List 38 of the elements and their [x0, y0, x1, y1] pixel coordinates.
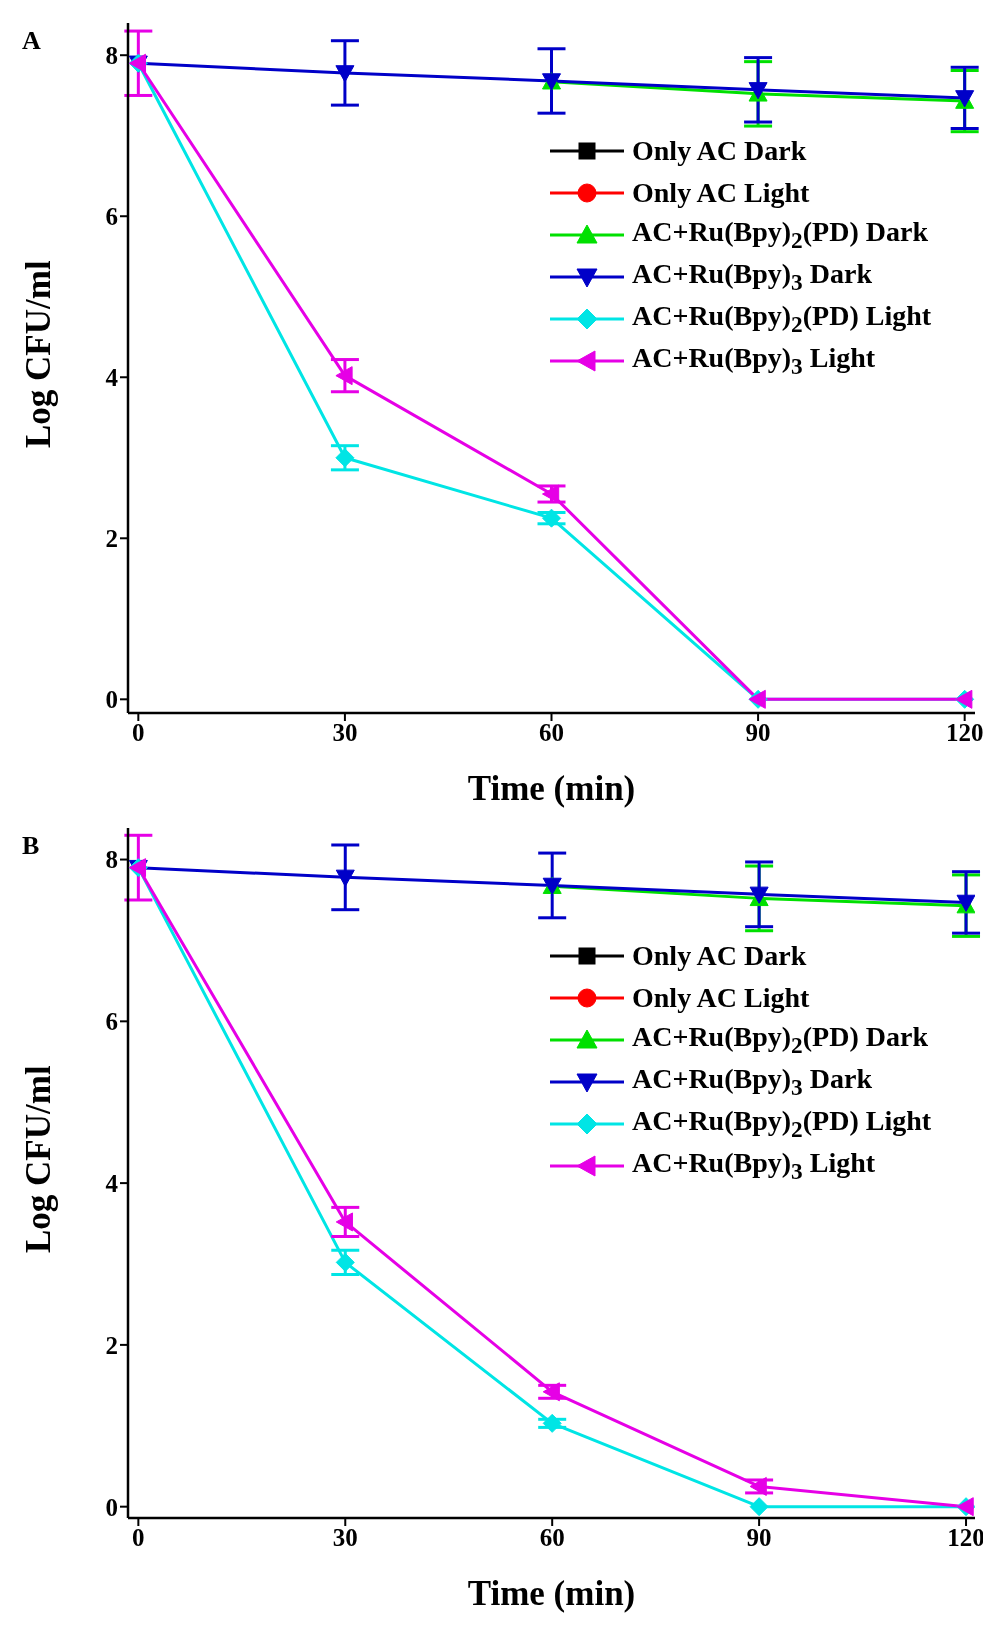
legend-label: AC+Ru(Bpy)$_{3}$ Light — [632, 1147, 876, 1185]
text: B — [22, 831, 40, 861]
y-tick-label: 2 — [105, 525, 118, 553]
legend-label: Only AC Light — [632, 982, 810, 1014]
x-axis-title: Time (min) — [467, 1574, 636, 1613]
y-tick-label: 0 — [105, 686, 118, 714]
y-tick-label: 6 — [105, 1008, 118, 1036]
y-axis-title: Log CFU/ml — [19, 1065, 59, 1253]
x-tick-label: 120 — [947, 1523, 985, 1551]
x-tick-label: 60 — [539, 718, 564, 746]
legend-label: AC+Ru(Bpy)$_{2}$(PD) Light — [632, 1105, 932, 1143]
legend-label: Only AC Dark — [632, 135, 807, 167]
legend-label: Only AC Dark — [632, 940, 807, 972]
legend-label: AC+Ru(Bpy)$_{2}$(PD) Dark — [632, 1021, 928, 1059]
x-tick-label: 30 — [332, 1523, 358, 1551]
legend-label: AC+Ru(Bpy)$_{3}$ Dark — [632, 1063, 872, 1101]
x-tick-label: 120 — [945, 718, 984, 746]
x-tick-label: 0 — [132, 1523, 145, 1551]
legend-label: AC+Ru(Bpy)$_{2}$(PD) Dark — [632, 216, 928, 254]
legend-label: AC+Ru(Bpy)$_{2}$(PD) Light — [632, 300, 932, 338]
y-tick-label: 8 — [105, 846, 118, 874]
legend-label: AC+Ru(Bpy)$_{3}$ Dark — [632, 258, 872, 296]
y-tick-label: 8 — [105, 42, 118, 70]
text: A — [22, 26, 41, 56]
y-tick-label: 0 — [105, 1493, 118, 1521]
x-axis-title: Time (min) — [467, 769, 636, 808]
y-tick-label: 2 — [105, 1331, 118, 1359]
legend-label: AC+Ru(Bpy)$_{3}$ Light — [632, 342, 876, 380]
y-tick-label: 4 — [105, 364, 119, 392]
x-tick-label: 90 — [746, 1523, 772, 1551]
y-tick-label: 6 — [105, 203, 118, 231]
x-tick-label: 60 — [539, 1523, 565, 1551]
y-axis-title: Log CFU/ml — [19, 260, 59, 448]
x-tick-label: 90 — [745, 718, 771, 746]
x-tick-label: 30 — [332, 718, 358, 746]
y-tick-label: 4 — [105, 1169, 119, 1197]
x-tick-label: 0 — [132, 718, 145, 746]
legend-label: Only AC Light — [632, 177, 810, 209]
